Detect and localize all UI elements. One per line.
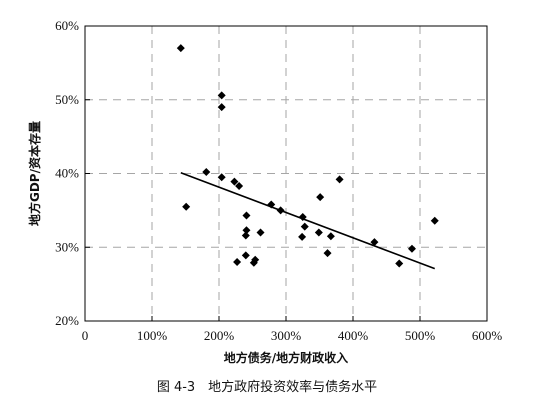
data-point bbox=[298, 232, 307, 241]
data-point bbox=[217, 91, 226, 100]
data-point bbox=[335, 175, 344, 184]
x-tick-label: 200% bbox=[204, 328, 235, 343]
y-axis-title: 地方GDP/资本存量 bbox=[27, 121, 42, 226]
x-tick-label: 300% bbox=[271, 328, 302, 343]
y-tick-label: 40% bbox=[55, 166, 79, 181]
data-point bbox=[182, 202, 191, 211]
grid-lines bbox=[85, 26, 487, 321]
data-point bbox=[217, 173, 226, 182]
axis-ticks: 0 100% 200% 300% 400% 500% 600% 20% 30% 40% 50% 60% bbox=[55, 18, 502, 343]
data-point bbox=[241, 251, 250, 260]
x-tick-label: 600% bbox=[472, 328, 503, 343]
data-point bbox=[314, 228, 323, 237]
x-tick-label: 100% bbox=[137, 328, 168, 343]
data-point bbox=[242, 226, 251, 235]
trend-line bbox=[180, 172, 436, 270]
data-point bbox=[316, 193, 325, 202]
data-point bbox=[430, 216, 439, 225]
x-tick-label: 400% bbox=[338, 328, 369, 343]
y-tick-label: 50% bbox=[55, 92, 79, 107]
data-point bbox=[300, 222, 309, 231]
data-point bbox=[235, 182, 244, 191]
data-point bbox=[326, 232, 335, 241]
data-point bbox=[249, 258, 258, 267]
data-point bbox=[241, 231, 250, 240]
figure-caption: 图 4-3 地方政府投资效率与债务水平 bbox=[157, 379, 377, 395]
data-point bbox=[370, 238, 379, 247]
data-point bbox=[202, 168, 211, 177]
data-point bbox=[230, 177, 239, 186]
data-point bbox=[395, 259, 404, 268]
x-axis-title: 地方债务/地方财政收入 bbox=[224, 350, 348, 365]
data-point bbox=[176, 44, 185, 53]
x-tick-label: 0 bbox=[82, 328, 89, 343]
y-tick-label: 20% bbox=[55, 313, 79, 328]
x-tick-label: 500% bbox=[405, 328, 436, 343]
data-points bbox=[176, 44, 439, 268]
y-tick-label: 30% bbox=[55, 239, 79, 254]
y-tick-label: 60% bbox=[55, 18, 79, 33]
data-point bbox=[233, 258, 242, 266]
data-point bbox=[323, 249, 332, 258]
data-point bbox=[407, 244, 416, 253]
data-point bbox=[256, 228, 265, 237]
data-point bbox=[217, 103, 226, 112]
data-point bbox=[242, 211, 251, 220]
